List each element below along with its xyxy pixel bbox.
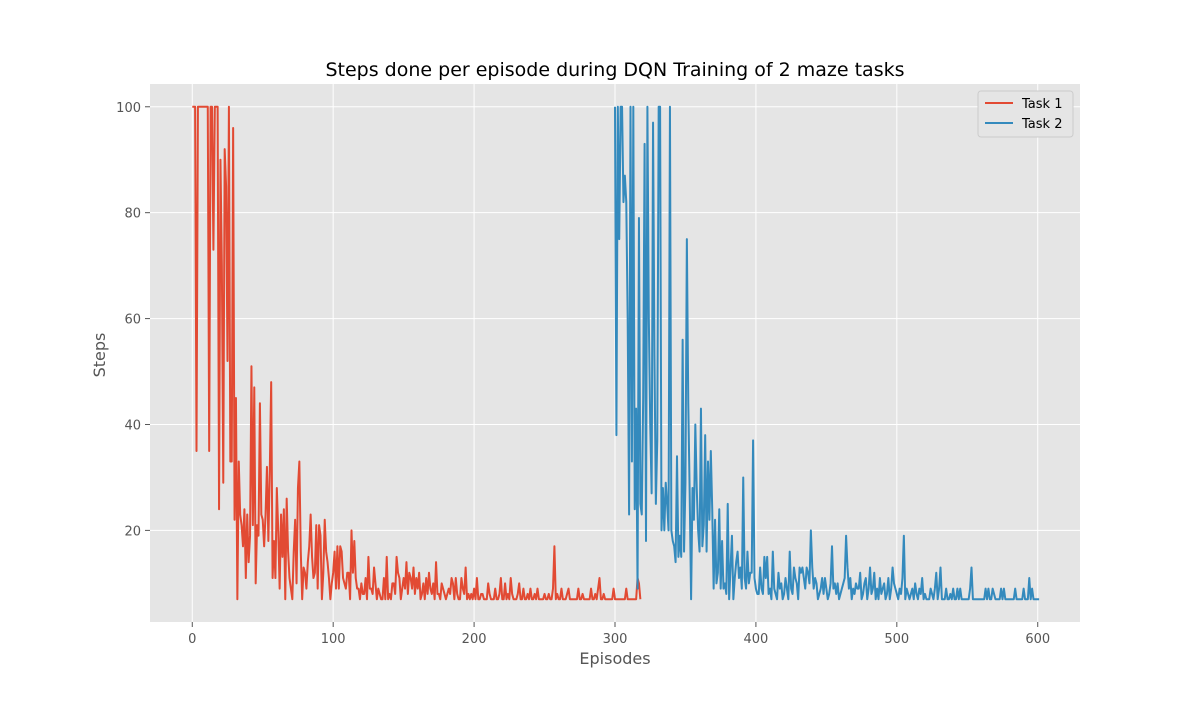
x-tick-label: 0: [188, 632, 196, 647]
chart-title: Steps done per episode during DQN Traini…: [325, 59, 904, 81]
y-axis-ticks: 20 40 60 80 100: [116, 101, 150, 539]
y-tick-label: 20: [124, 524, 141, 539]
x-axis-ticks: 0 100 200 300 400 500 600: [188, 622, 1050, 647]
y-tick-label: 80: [124, 207, 141, 222]
legend-label-task2: Task 2: [1021, 117, 1062, 132]
legend-label-task1: Task 1: [1021, 97, 1062, 112]
x-tick-label: 100: [321, 632, 346, 647]
y-axis-label: Steps: [90, 333, 109, 378]
y-tick-label: 100: [116, 101, 141, 116]
y-tick-label: 60: [124, 313, 141, 328]
x-tick-label: 600: [1025, 632, 1050, 647]
x-axis-label: Episodes: [579, 649, 650, 668]
series-lines: [192, 105, 1040, 601]
series-line-task1: [192, 105, 642, 601]
x-tick-label: 200: [462, 632, 487, 647]
y-tick-label: 40: [124, 418, 141, 433]
x-tick-label: 400: [743, 632, 768, 647]
x-tick-label: 500: [884, 632, 909, 647]
x-tick-label: 300: [603, 632, 628, 647]
series-line-task2: [614, 105, 1040, 601]
legend: Task 1 Task 2: [977, 90, 1074, 138]
